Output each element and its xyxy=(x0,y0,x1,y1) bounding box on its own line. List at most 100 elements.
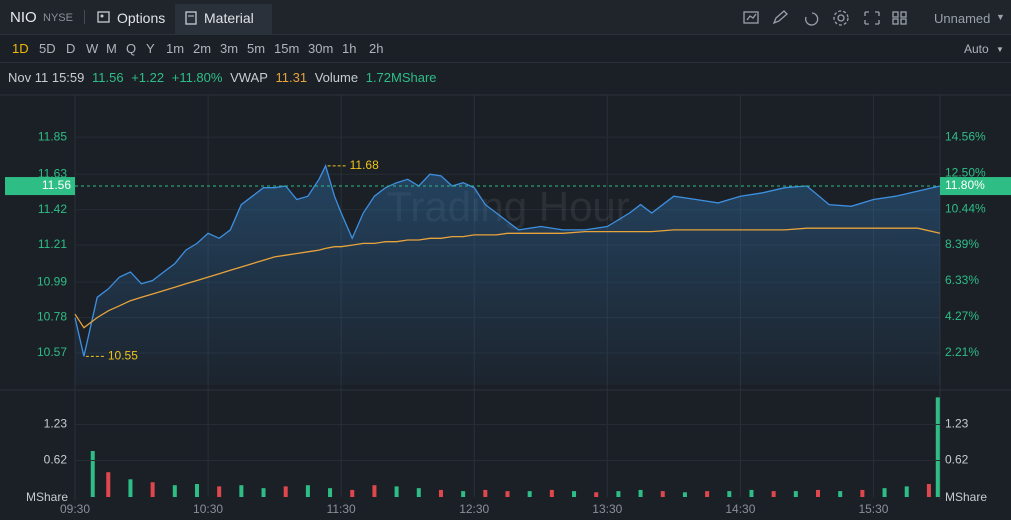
dropdown-caret: ▼ xyxy=(996,12,1005,22)
vwap: 11.31 xyxy=(275,70,308,85)
volume-bar xyxy=(638,489,643,497)
volume-unit: MShare xyxy=(945,490,987,504)
volume-bar xyxy=(527,491,532,497)
change: +1.22 xyxy=(131,70,165,85)
last-price-box xyxy=(5,177,75,196)
volume-bar xyxy=(682,492,687,497)
y2-tick-label: 8.39% xyxy=(945,237,979,251)
volume-bar xyxy=(660,491,665,497)
x-tick-label: 13:30 xyxy=(592,502,622,516)
volume-bar xyxy=(705,491,710,497)
timeframe-button[interactable]: 5m xyxy=(247,41,266,56)
y-tick-label: 11.63 xyxy=(38,166,67,180)
volume-label: Volume xyxy=(314,70,359,85)
timeframe-button[interactable]: 1m xyxy=(166,41,185,56)
volume-bar xyxy=(106,472,111,497)
annotation-label: 10.55 xyxy=(108,349,138,363)
volume-bar xyxy=(771,491,776,497)
y2-tick-label: 10.44% xyxy=(945,201,986,215)
scale-mode[interactable]: Auto xyxy=(964,42,989,56)
last-change-box xyxy=(940,177,1011,196)
timeframe-button[interactable]: 30m xyxy=(308,41,334,56)
timeframe-button[interactable]: Y xyxy=(146,41,155,56)
volume-bar xyxy=(594,492,599,497)
volume-bar xyxy=(172,485,177,497)
volume-bar xyxy=(150,482,155,497)
volume-bar xyxy=(194,484,199,497)
y-tick-label: 10.57 xyxy=(37,345,67,359)
volume-bar xyxy=(461,491,466,497)
volume-bar xyxy=(328,488,333,497)
price-area xyxy=(75,165,940,385)
last-change-label: 11.80% xyxy=(945,178,985,192)
timeframe-button[interactable]: D xyxy=(66,41,76,56)
tool-icons xyxy=(743,10,907,26)
timeframe-button[interactable]: 2m xyxy=(193,41,212,56)
y2-tick-label: 12.50% xyxy=(945,165,986,179)
timeframe-button[interactable]: Q xyxy=(126,41,137,56)
y-tick-label: 11.85 xyxy=(38,129,67,143)
timeframe-button[interactable]: 15m xyxy=(274,41,300,56)
x-tick-label: 09:30 xyxy=(60,502,90,516)
volume-tick-label: 0.62 xyxy=(44,453,68,467)
tab[interactable]: Options xyxy=(117,10,166,26)
volume-bar xyxy=(372,485,377,497)
x-tick-label: 14:30 xyxy=(725,502,755,516)
volume-bar xyxy=(416,488,421,497)
annotation-label: 11.68 xyxy=(350,158,379,172)
timeframe-button[interactable]: M xyxy=(106,41,117,56)
volume-bar xyxy=(935,397,940,497)
y-tick-label: 11.21 xyxy=(38,237,67,251)
layout-name[interactable]: Unnamed xyxy=(934,11,991,26)
time: Nov 11 15:59 xyxy=(8,70,85,85)
volume-bar xyxy=(838,491,843,497)
timeframe-button[interactable]: 1D xyxy=(12,41,29,56)
volume-bar xyxy=(816,489,821,497)
volume-bar xyxy=(283,486,288,497)
volume-bar xyxy=(882,488,887,497)
volume-bar xyxy=(926,484,931,497)
volume-bar xyxy=(128,479,133,497)
y-tick-label: 10.99 xyxy=(37,274,67,288)
volume-tick-label: 1.23 xyxy=(945,417,969,431)
timeframe-button[interactable]: W xyxy=(86,41,99,56)
x-tick-label: 15:30 xyxy=(858,502,888,516)
volume-bar xyxy=(438,489,443,497)
volume: 1.72MShare xyxy=(365,70,437,85)
exchange: NYSE xyxy=(43,12,73,24)
info-line: Nov 11 15:59 11.56 +1.22 +11.80% VWAP 11… xyxy=(8,70,441,85)
volume-bar xyxy=(904,486,909,497)
symbol[interactable]: NIO xyxy=(10,9,37,26)
timeframe-button[interactable]: 5D xyxy=(39,41,56,56)
timeframe-button[interactable]: 3m xyxy=(220,41,239,56)
y2-tick-label: 6.33% xyxy=(945,273,979,287)
timeframe-bar: Auto ▼ 1D 5D D W M Q Y 1m 2m 3m 5m 15m 30m 1h 2h xyxy=(0,36,1011,63)
tab[interactable]: Material xyxy=(204,10,254,26)
last-price-label: 11.56 xyxy=(42,178,71,192)
volume-bar xyxy=(572,491,577,497)
timeframe-button[interactable]: 1h xyxy=(342,41,357,56)
change-percent: +11.80% xyxy=(171,70,223,85)
volume-bar xyxy=(860,489,865,497)
volume-bar xyxy=(261,488,266,497)
divider xyxy=(84,10,85,24)
vwap-line xyxy=(74,227,941,329)
volume-bar xyxy=(483,489,488,497)
options-icon xyxy=(97,11,110,23)
timeframe-button[interactable]: 2h xyxy=(369,41,384,56)
volume-bar xyxy=(350,489,355,497)
y-tick-label: 11.42 xyxy=(38,202,67,216)
volume-tick-label: 1.23 xyxy=(44,417,68,431)
toolbar: NIO NYSE Options Material Unnamed ▼ xyxy=(0,0,1011,35)
volume-tick-label: 0.62 xyxy=(945,453,969,467)
volume-bar xyxy=(749,489,754,497)
volume-bar xyxy=(616,491,621,497)
price-line xyxy=(74,164,941,357)
volume-bar xyxy=(239,485,244,497)
volume-bar xyxy=(505,491,510,497)
volume-bar xyxy=(727,491,732,497)
volume-bar xyxy=(305,485,310,497)
volume-bar xyxy=(217,486,222,497)
